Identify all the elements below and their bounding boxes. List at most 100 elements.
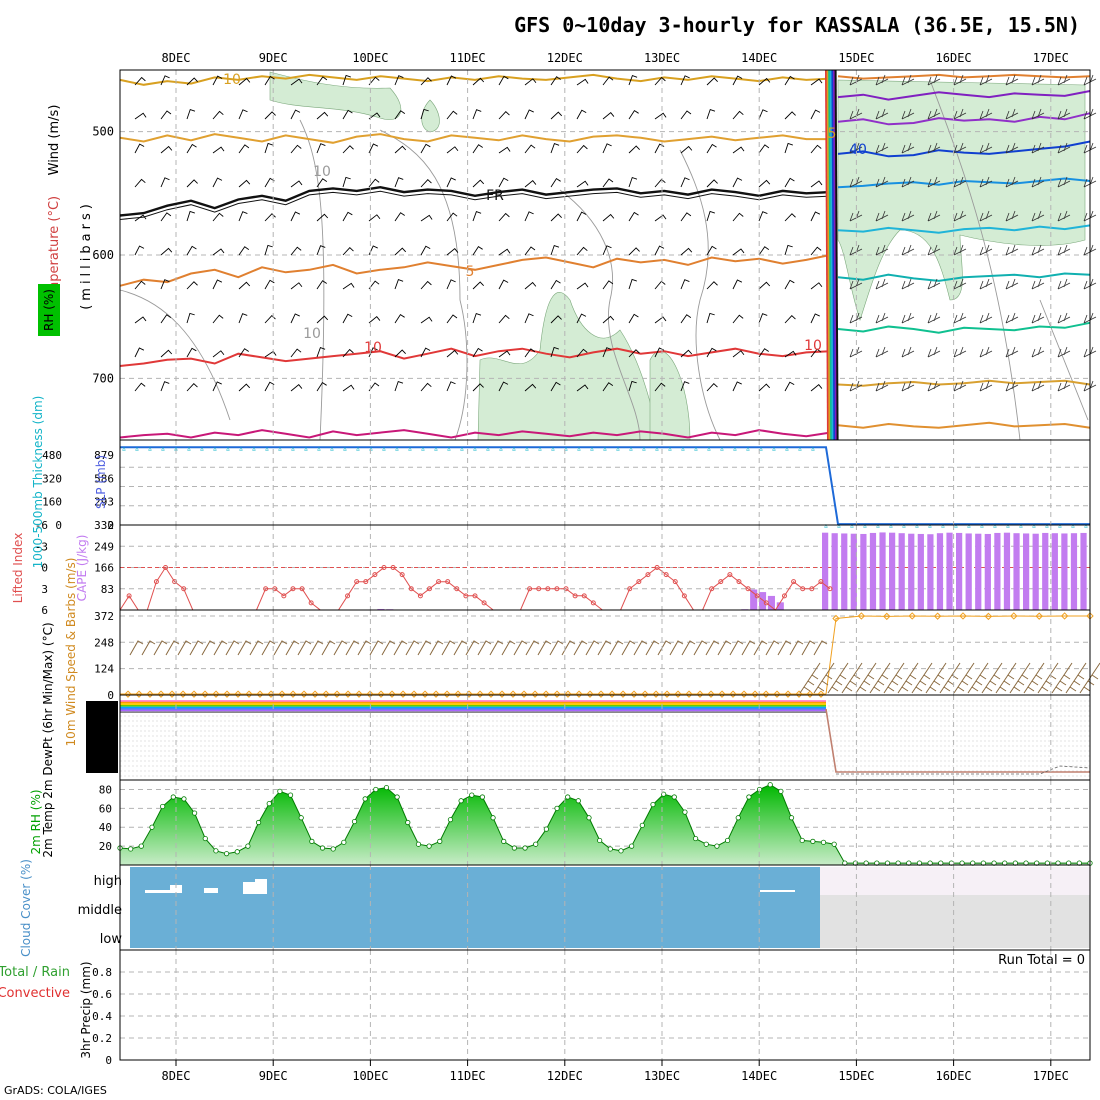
wind-barb <box>550 279 561 290</box>
wind-barb-strong <box>901 244 915 256</box>
wind-barb <box>368 280 380 290</box>
wind-barb <box>134 112 147 120</box>
wind-barb <box>784 244 793 256</box>
wind-barb <box>628 176 638 188</box>
wind-barb <box>160 145 173 154</box>
wind-barb <box>134 280 146 290</box>
rh2m-point <box>735 815 741 821</box>
transition-line <box>826 69 831 441</box>
rh2m-point <box>831 841 837 847</box>
cape-bar-after <box>889 532 896 610</box>
wind-barb <box>784 142 793 154</box>
wind-speed-marker <box>564 690 572 698</box>
wind-speed-marker <box>817 690 825 698</box>
thickness-marker: ▵ <box>628 444 633 454</box>
wind-barb <box>238 281 251 290</box>
thickness-marker: ▵ <box>992 521 997 531</box>
bottom-date-label: 17DEC <box>1033 1069 1069 1083</box>
lifted-index-point <box>636 579 642 585</box>
rh2m-point <box>213 848 219 854</box>
wind-barb <box>290 313 300 324</box>
wind-barb <box>602 245 612 256</box>
rh2m-point <box>202 835 208 842</box>
wind10m-barb <box>729 640 744 656</box>
cape-tick: 332 <box>94 519 114 532</box>
wind-barb <box>706 347 717 358</box>
wind-barb <box>524 211 534 222</box>
wind-barb-strong <box>927 74 941 86</box>
wind-speed-marker <box>652 690 660 698</box>
wind-speed-marker <box>421 690 429 698</box>
wind-barb-strong <box>1057 278 1071 290</box>
wind-barb-strong <box>1031 312 1045 324</box>
wind-barb <box>602 76 614 86</box>
wind-speed-marker <box>322 690 330 698</box>
wind-barb <box>498 146 511 154</box>
lifted-index-point <box>181 586 187 592</box>
lifted-index-point <box>654 565 660 570</box>
wind-barb <box>654 178 666 188</box>
cape-bar-after <box>956 532 963 610</box>
wind-speed-marker <box>212 690 220 698</box>
rh2m-point <box>255 819 262 826</box>
wind-barb <box>498 111 510 120</box>
isotherm-line-after <box>837 224 1091 234</box>
wind10m-barb <box>645 640 660 656</box>
wind10m-barb <box>225 640 240 656</box>
cape-bar-after <box>1051 533 1058 610</box>
contour-label: 5 <box>466 264 475 280</box>
wind-speed-marker <box>146 690 154 698</box>
thickness-marker: ▵ <box>303 444 308 454</box>
cape-bar <box>377 608 385 610</box>
thickness-marker: ▵ <box>160 444 165 454</box>
lifted-index-point <box>363 579 369 585</box>
wind10m-barb <box>813 640 828 656</box>
temp-tick-block <box>86 701 118 773</box>
wind-barb <box>706 108 716 120</box>
wind-barb <box>576 78 589 86</box>
wind10m-barb <box>765 640 780 656</box>
wind-barb <box>654 382 666 392</box>
wind-barb <box>498 381 509 392</box>
lifted-index-point <box>472 593 478 599</box>
upper-ylabel-units: (millibars) <box>79 200 94 310</box>
rh2m-point <box>490 815 496 821</box>
rh2m-point <box>245 843 251 849</box>
wind10m-barb-strong <box>1009 662 1031 694</box>
isotherm-line <box>119 429 831 439</box>
wind-barb <box>186 281 198 290</box>
wind-barb <box>654 280 666 290</box>
wind-barb <box>264 315 276 324</box>
wind-barb <box>342 313 353 324</box>
lifted-index-point <box>754 593 760 599</box>
wind10m-barb <box>441 640 456 656</box>
wind-barb <box>420 382 432 392</box>
wind-speed-marker <box>806 690 814 698</box>
rh2m-area <box>120 784 1090 865</box>
lifted-index-point <box>308 600 314 606</box>
wind-barb <box>628 349 640 358</box>
thickness-marker: ▵ <box>251 444 256 454</box>
rh2m-point <box>554 805 560 811</box>
cloud-level-label: high <box>94 874 122 889</box>
wind-barb <box>160 279 170 290</box>
wind-speed-after <box>825 615 1090 695</box>
wind-barb <box>758 348 769 358</box>
contour-label: FR <box>486 188 504 204</box>
wind-barb-strong <box>953 176 967 188</box>
bottom-date-label: 16DEC <box>936 1069 972 1083</box>
wind-barb <box>758 246 770 256</box>
wind-barb <box>342 247 354 256</box>
wind-barb-strong <box>953 142 967 154</box>
lifted-index-point <box>153 579 159 585</box>
wind-barb <box>498 279 509 290</box>
wind-barb <box>680 212 692 222</box>
cape-bar-after <box>831 533 838 610</box>
cloud-gap <box>204 888 218 893</box>
wind10m-barb <box>669 640 684 656</box>
wind-speed-marker <box>531 690 539 698</box>
lifted-index-point <box>399 572 405 578</box>
lifted-index-point <box>390 565 396 570</box>
wind-barb <box>550 76 561 86</box>
wind-barb <box>680 177 690 188</box>
